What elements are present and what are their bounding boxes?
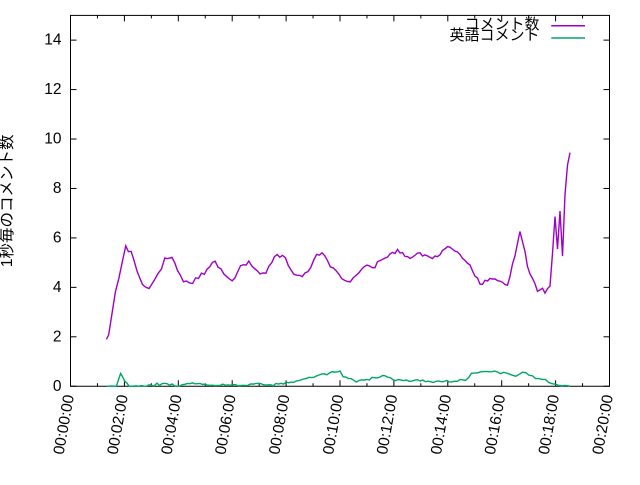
svg-text:0: 0 [53,378,62,395]
svg-text:00:02:00: 00:02:00 [105,393,132,456]
svg-text:10: 10 [44,131,62,148]
svg-text:00:10:00: 00:10:00 [320,393,347,456]
svg-text:8: 8 [53,180,62,197]
svg-text:14: 14 [44,32,62,49]
svg-text:00:20:00: 00:20:00 [590,393,617,456]
svg-text:12: 12 [44,81,61,98]
svg-text:00:14:00: 00:14:00 [428,393,455,456]
svg-text:00:00:00: 00:00:00 [51,393,78,456]
svg-text:00:18:00: 00:18:00 [536,393,563,456]
svg-text:00:04:00: 00:04:00 [159,393,186,456]
svg-text:4: 4 [53,279,62,296]
svg-text:6: 6 [53,229,62,246]
svg-text:00:06:00: 00:06:00 [212,393,239,456]
svg-text:00:12:00: 00:12:00 [374,393,401,456]
svg-text:1秒毎のコメント数: 1秒毎のコメント数 [0,134,16,267]
svg-text:2: 2 [53,328,62,345]
svg-text:00:16:00: 00:16:00 [482,393,509,456]
svg-text:英語コメント: 英語コメント [449,26,539,44]
svg-text:00:08:00: 00:08:00 [266,393,293,456]
